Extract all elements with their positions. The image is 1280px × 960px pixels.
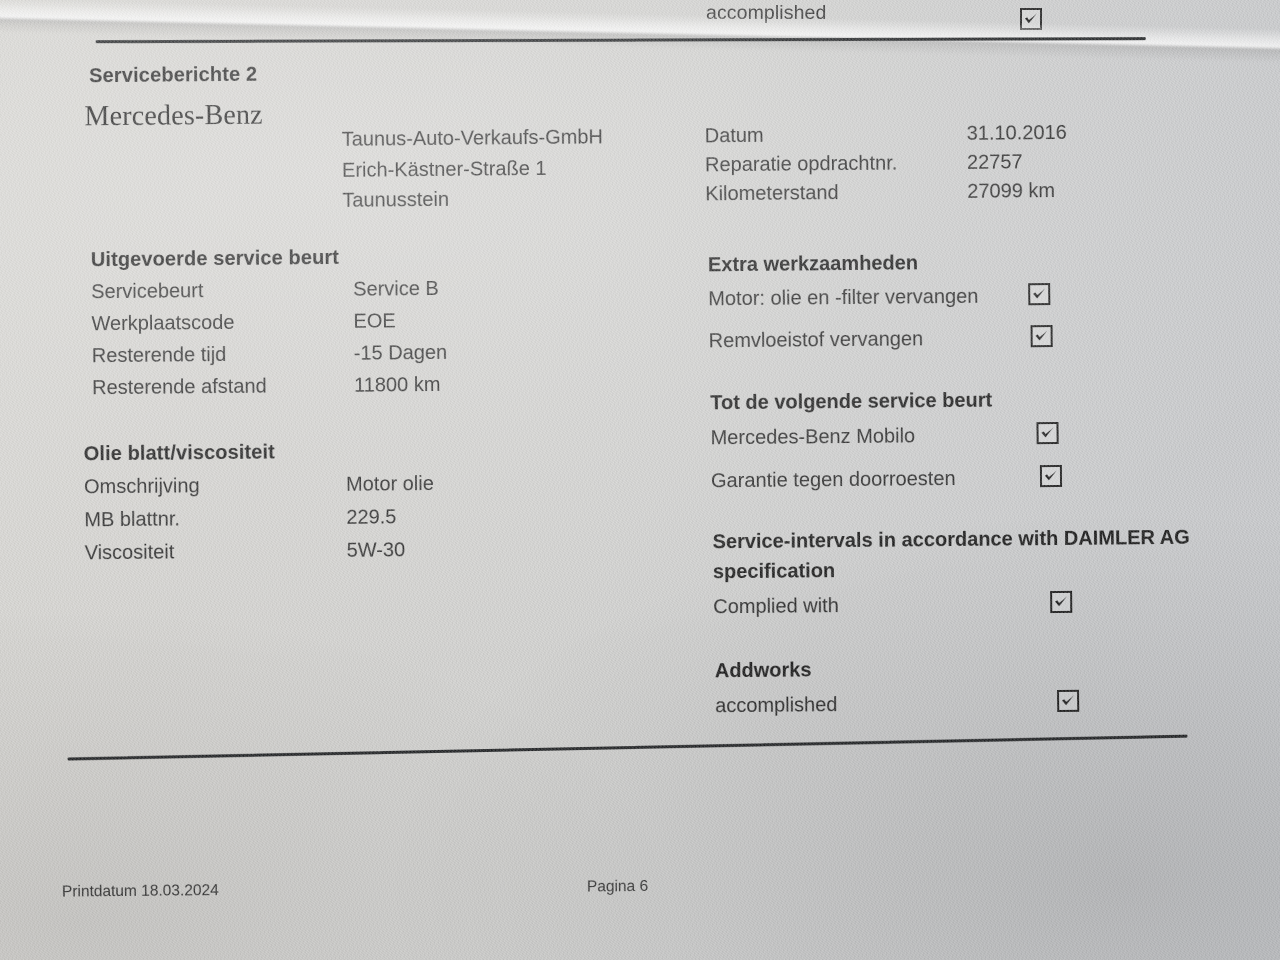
performed-service-row: Werkplaatscode EOE <box>91 310 395 336</box>
kilometerstand-label: Kilometerstand <box>705 182 839 206</box>
service-intervals-title-line2: specification <box>712 560 836 584</box>
extra-works-item-checkbox <box>1028 283 1051 306</box>
extra-works-item: Remvloeistof vervangen <box>709 325 1269 357</box>
werkplaatscode-value: EOE <box>353 310 396 333</box>
extra-works-item-label: Remvloeistof vervangen <box>708 328 924 353</box>
performed-service-row: Resterende afstand 11800 km <box>91 374 441 400</box>
reparatie-opdrachtnr-value: 22757 <box>966 151 1023 174</box>
extra-works-item: Motor: olie en -filter vervangen <box>708 283 1268 315</box>
datum-value: 31.10.2016 <box>966 121 1067 145</box>
service-intervals-title-line1: Service-intervals in accordance with DAI… <box>712 526 1190 554</box>
left-column: Serviceberichte 2 Mercedes-Benz Taunus-A… <box>76 60 677 565</box>
dealer-street: Erich-Kästner-Straße 1 <box>341 157 547 182</box>
right-column: Datum 31.10.2016 Reparatie opdrachtnr. 2… <box>696 104 1256 717</box>
oil-sheet-title: Olie blatt/viscositeit <box>83 441 275 466</box>
dealer-address: Taunus-Auto-Verkaufs-GmbH Erich-Kästner-… <box>342 122 604 216</box>
resterende-afstand-value: 11800 km <box>353 373 441 397</box>
until-next-service-item-checkbox <box>1036 421 1059 445</box>
service-intervals-section: Service-intervals in accordance with DAI… <box>712 522 1273 623</box>
complied-with-label: Complied with <box>713 595 839 619</box>
page-number-label: Pagina 6 <box>586 877 649 896</box>
mb-blattnr-label: MB blattnr. <box>84 508 181 532</box>
addworks-title: Addworks <box>714 659 812 683</box>
printdate-label: Printdatum 18.03.2024 <box>61 882 219 901</box>
until-next-service-item: Mercedes-Benz Mobilo <box>710 421 1270 454</box>
kilometerstand-value: 27099 km <box>967 180 1056 203</box>
omschrijving-label: Omschrijving <box>83 475 200 499</box>
reparatie-opdrachtnr-label: Reparatie opdrachtnr. <box>704 152 898 177</box>
resterende-tijd-label: Resterende tijd <box>91 343 227 368</box>
header-rule <box>95 37 1146 44</box>
performed-service-row: Servicebeurt Service B <box>91 278 439 304</box>
addworks-accomplished-label: accomplished <box>715 694 838 718</box>
report-kicker: Serviceberichte 2 <box>88 63 258 88</box>
servicebeurt-label: Servicebeurt <box>91 280 204 304</box>
until-next-service-title: Tot de volgende service beurt <box>710 389 993 415</box>
oil-sheet-row: Viscositeit 5W-30 <box>84 539 406 565</box>
extra-works-section: Extra werkzaamheden Motor: olie en -filt… <box>708 246 1269 357</box>
oil-sheet-row: Omschrijving Motor olie <box>83 473 434 500</box>
service-intervals-title: Service-intervals in accordance with DAI… <box>712 522 1273 587</box>
servicebeurt-value: Service B <box>353 277 439 301</box>
werkplaatscode-label: Werkplaatscode <box>91 311 235 336</box>
job-meta-block: Datum 31.10.2016 Reparatie opdrachtnr. 2… <box>705 120 1266 212</box>
until-next-service-item-checkbox <box>1039 464 1063 488</box>
resterende-tijd-value: -15 Dagen <box>353 341 448 365</box>
dealer-name: Taunus-Auto-Verkaufs-GmbH <box>341 126 604 151</box>
viscositeit-value: 5W-30 <box>346 539 406 562</box>
omschrijving-value: Motor olie <box>345 472 434 496</box>
oil-sheet-section: Olie blatt/viscositeit Omschrijving Moto… <box>83 441 434 566</box>
resterende-afstand-label: Resterende afstand <box>91 375 267 400</box>
addworks-section: Addworks accomplished <box>715 652 1276 722</box>
datum-label: Datum <box>704 124 764 148</box>
performed-service-title: Uitgevoerde service beurt <box>90 246 340 272</box>
addworks-item: accomplished <box>715 689 1275 722</box>
performed-service-row: Resterende tijd -15 Dagen <box>91 342 448 368</box>
page-footer: Printdatum 18.03.2024 Pagina 6 <box>4 872 1280 901</box>
complied-with-checkbox <box>1050 590 1073 614</box>
until-next-service-item: Garantie tegen doorroesten <box>710 464 1271 497</box>
addworks-accomplished-checkbox <box>1057 689 1080 713</box>
mb-blattnr-value: 229.5 <box>346 506 397 529</box>
viscositeit-label: Viscositeit <box>84 541 175 565</box>
dealer-city: Taunusstein <box>342 188 450 212</box>
footer-rule <box>67 734 1188 761</box>
until-next-service-section: Tot de volgende service beurt Mercedes-B… <box>710 384 1271 497</box>
until-next-service-item-label: Garantie tegen doorroesten <box>710 467 956 493</box>
extra-works-title: Extra werkzaamheden <box>707 252 919 277</box>
until-next-service-item-label: Mercedes-Benz Mobilo <box>710 425 916 450</box>
extra-works-item-checkbox <box>1030 325 1053 348</box>
service-intervals-item: Complied with <box>713 590 1273 623</box>
job-meta-row: Kilometerstand 27099 km <box>705 178 1265 212</box>
extra-works-item-label: Motor: olie en -filter vervangen <box>708 285 979 311</box>
oil-sheet-row: MB blattnr. 229.5 <box>84 506 396 533</box>
performed-service-section: Uitgevoerde service beurt Servicebeurt S… <box>90 246 448 400</box>
